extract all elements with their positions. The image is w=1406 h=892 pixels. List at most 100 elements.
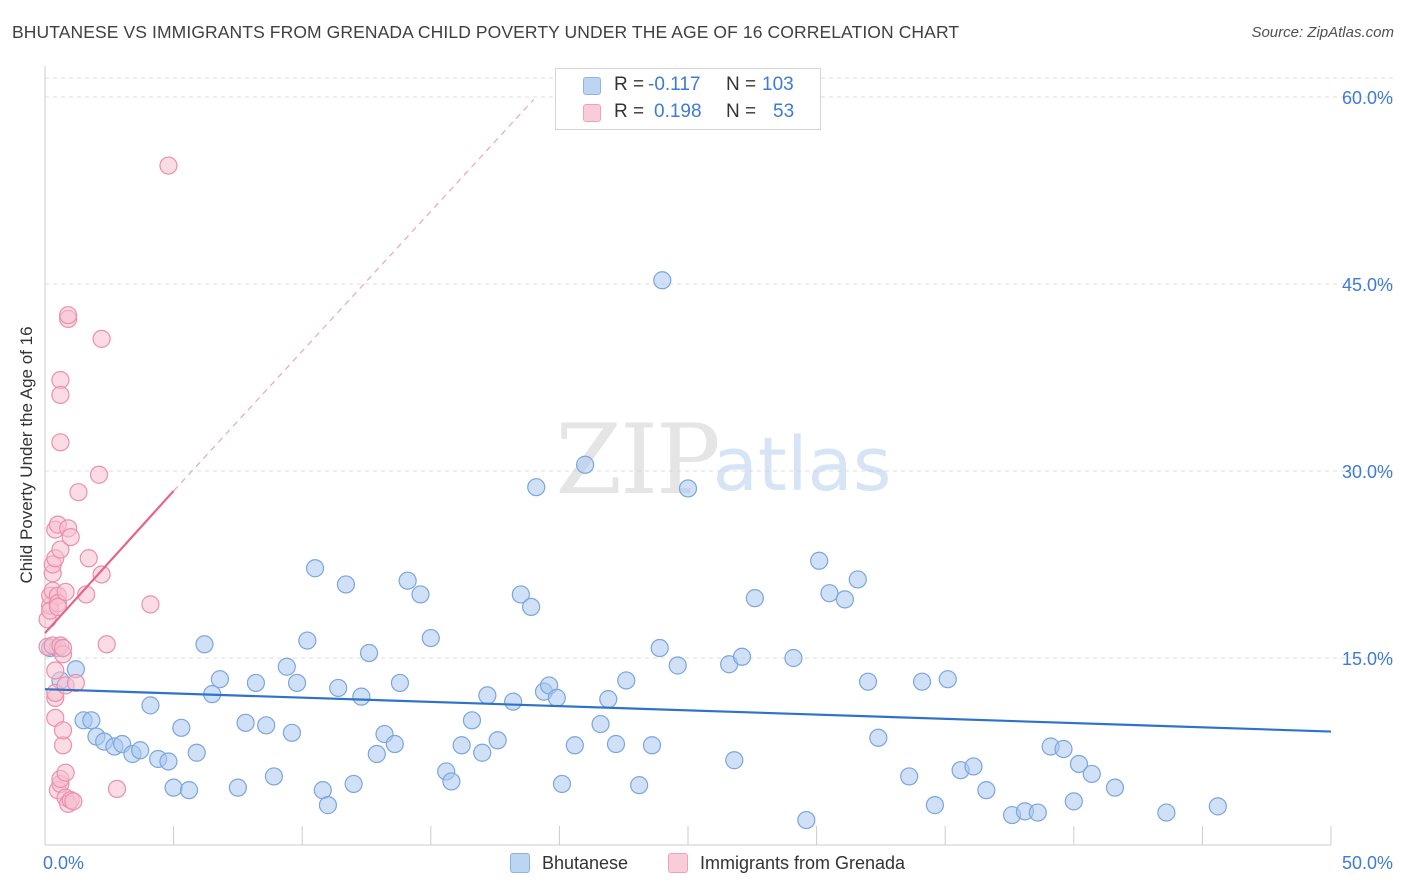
gridlines xyxy=(45,77,1395,659)
point-bhutanese xyxy=(1082,764,1101,784)
legend-swatch-bhutanese xyxy=(510,853,530,873)
legend-r-label: R = xyxy=(614,101,645,122)
point-bhutanese xyxy=(820,584,839,603)
point-bhutanese xyxy=(678,479,698,498)
legend-n-label: N = xyxy=(726,74,757,95)
legend-swatch-pink xyxy=(583,104,601,122)
point-bhutanese xyxy=(565,736,584,755)
axes xyxy=(44,66,1332,846)
legend-n-value: 103 xyxy=(762,74,794,95)
point-bhutanese xyxy=(1069,754,1089,774)
series-bhutanese xyxy=(41,271,1227,830)
point-bhutanese xyxy=(630,776,649,795)
point-bhutanese xyxy=(390,673,410,693)
point-bhutanese xyxy=(732,647,752,666)
point-grenada xyxy=(53,638,73,658)
point-bhutanese xyxy=(82,711,101,730)
point-grenada xyxy=(159,156,178,175)
point-bhutanese xyxy=(900,767,919,786)
point-grenada xyxy=(107,779,127,799)
point-bhutanese xyxy=(650,638,669,658)
point-grenada xyxy=(51,540,70,559)
trendline-grenada xyxy=(44,490,175,634)
point-bhutanese xyxy=(576,455,595,474)
point-grenada xyxy=(48,597,67,616)
x-tick-label: 0.0% xyxy=(43,853,84,873)
point-grenada xyxy=(51,433,70,452)
point-grenada xyxy=(66,673,85,693)
chart-title: BHUTANESE VS IMMIGRANTS FROM GRENADA CHI… xyxy=(12,22,960,42)
point-bhutanese xyxy=(228,778,247,797)
point-grenada xyxy=(92,565,111,584)
point-bhutanese xyxy=(1028,803,1047,822)
point-bhutanese xyxy=(977,781,996,800)
trendline-bhutanese xyxy=(44,688,1332,733)
point-bhutanese xyxy=(210,670,229,689)
point-grenada xyxy=(69,483,88,502)
point-bhutanese xyxy=(159,752,178,771)
point-bhutanese xyxy=(552,774,572,794)
point-bhutanese xyxy=(131,741,150,760)
point-bhutanese xyxy=(810,551,829,570)
point-bhutanese xyxy=(462,711,482,730)
point-bhutanese xyxy=(179,781,199,800)
point-bhutanese xyxy=(442,772,461,791)
point-bhutanese xyxy=(511,585,530,604)
point-bhutanese xyxy=(964,757,983,776)
point-bhutanese xyxy=(287,673,307,693)
series-grenada xyxy=(38,156,178,813)
point-bhutanese xyxy=(912,672,932,691)
point-bhutanese xyxy=(473,743,492,762)
legend-r-value: 0.198 xyxy=(654,101,702,122)
point-grenada xyxy=(56,763,75,782)
trend-lines xyxy=(44,99,1332,733)
legend-swatch-blue xyxy=(583,77,601,95)
point-grenada xyxy=(89,465,109,484)
point-bhutanese xyxy=(277,657,296,676)
point-grenada xyxy=(64,792,83,811)
point-bhutanese xyxy=(925,796,945,815)
point-bhutanese xyxy=(336,575,356,594)
legend-r-label: R = xyxy=(614,74,645,95)
x-tick-label: 50.0% xyxy=(1342,853,1393,873)
legend-row-grenada: R = 0.198 N = 53 xyxy=(556,101,820,128)
point-bhutanese xyxy=(848,570,867,589)
point-bhutanese xyxy=(527,478,546,497)
point-bhutanese xyxy=(591,714,610,734)
point-grenada xyxy=(51,385,70,405)
point-bhutanese xyxy=(1054,739,1073,759)
point-bhutanese xyxy=(257,716,276,735)
point-bhutanese xyxy=(236,713,255,732)
point-bhutanese xyxy=(385,734,404,754)
point-grenada xyxy=(79,549,98,568)
point-bhutanese xyxy=(938,670,957,689)
point-bhutanese xyxy=(478,686,497,705)
point-bhutanese xyxy=(141,696,160,715)
point-bhutanese xyxy=(835,590,854,609)
point-bhutanese xyxy=(298,631,317,650)
point-bhutanese xyxy=(411,585,430,604)
point-bhutanese xyxy=(344,774,363,794)
y-tick-label: 15.0% xyxy=(1342,649,1393,669)
y-tick-label: 45.0% xyxy=(1342,275,1393,295)
point-bhutanese xyxy=(359,643,379,663)
point-bhutanese xyxy=(797,810,816,830)
legend-r-value: -0.117 xyxy=(648,74,701,95)
point-bhutanese xyxy=(172,718,191,737)
point-bhutanese xyxy=(869,728,888,747)
point-bhutanese xyxy=(745,589,764,608)
point-grenada xyxy=(141,595,160,614)
tick-labels: 15.0% 30.0% 45.0% 60.0% 0.0% 50.0% xyxy=(43,88,1393,873)
point-grenada xyxy=(53,721,73,740)
point-bhutanese xyxy=(452,736,471,755)
point-bhutanese xyxy=(668,656,687,675)
correlation-legend: R = -0.117 N = 103 R = 0.198 N = 53 xyxy=(555,68,821,130)
point-grenada xyxy=(61,527,80,547)
point-bhutanese xyxy=(725,751,744,770)
point-bhutanese xyxy=(352,687,371,706)
y-tick-label: 30.0% xyxy=(1342,462,1393,482)
point-grenada xyxy=(97,635,116,654)
point-bhutanese xyxy=(329,678,348,698)
point-bhutanese xyxy=(1105,778,1125,797)
